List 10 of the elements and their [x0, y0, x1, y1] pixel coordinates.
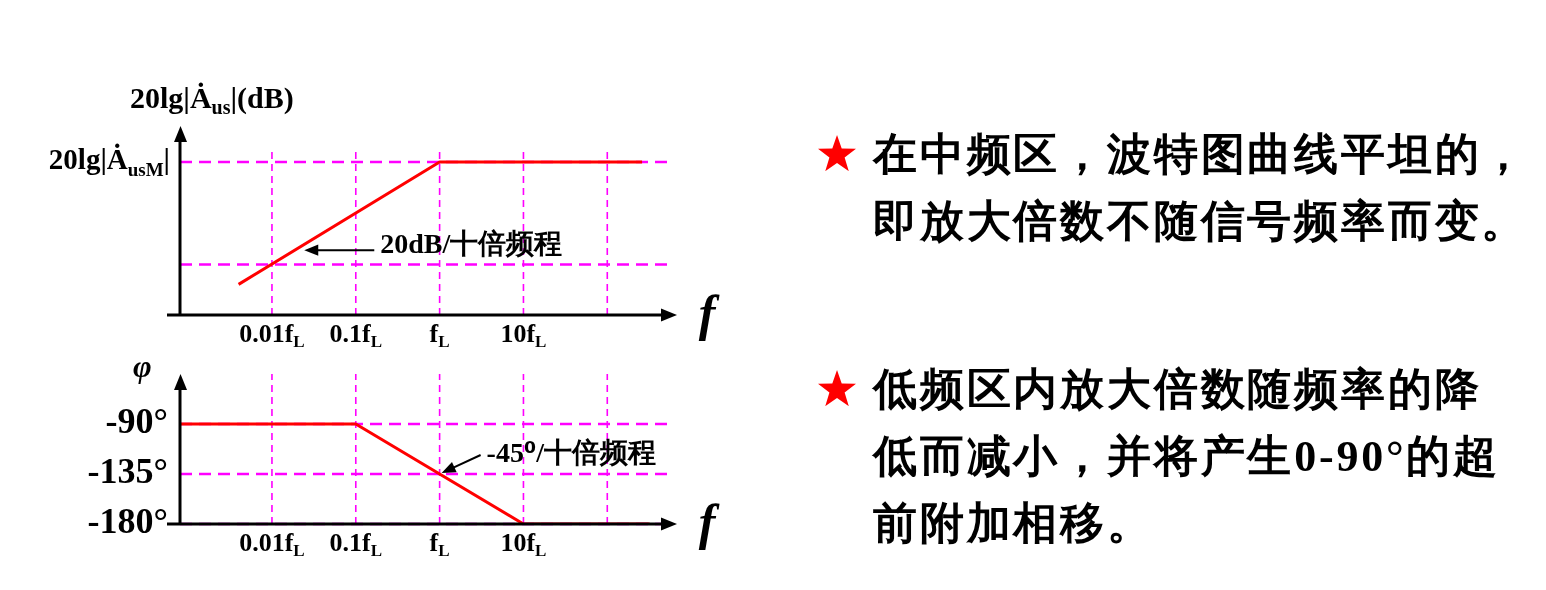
annotation: 20dB/十倍频程	[380, 228, 563, 260]
x-axis-title: f	[698, 284, 720, 341]
text: 低频区内放大倍数随频率的降低而减小，并将产生0-90°的超前附加相移。	[873, 364, 1502, 550]
text: 在中频区，波特图曲线平坦的，即放大倍数不随信号频率而变。	[873, 129, 1530, 248]
y-tick-label: -135°	[87, 451, 169, 492]
y-tick-label: -180°	[87, 501, 169, 542]
y-axis-title: φ	[133, 348, 152, 385]
x-axis-title: f	[698, 493, 720, 550]
annotation: -45⁰/十倍频程	[486, 437, 656, 469]
y-tick-label: -90°	[105, 401, 169, 442]
